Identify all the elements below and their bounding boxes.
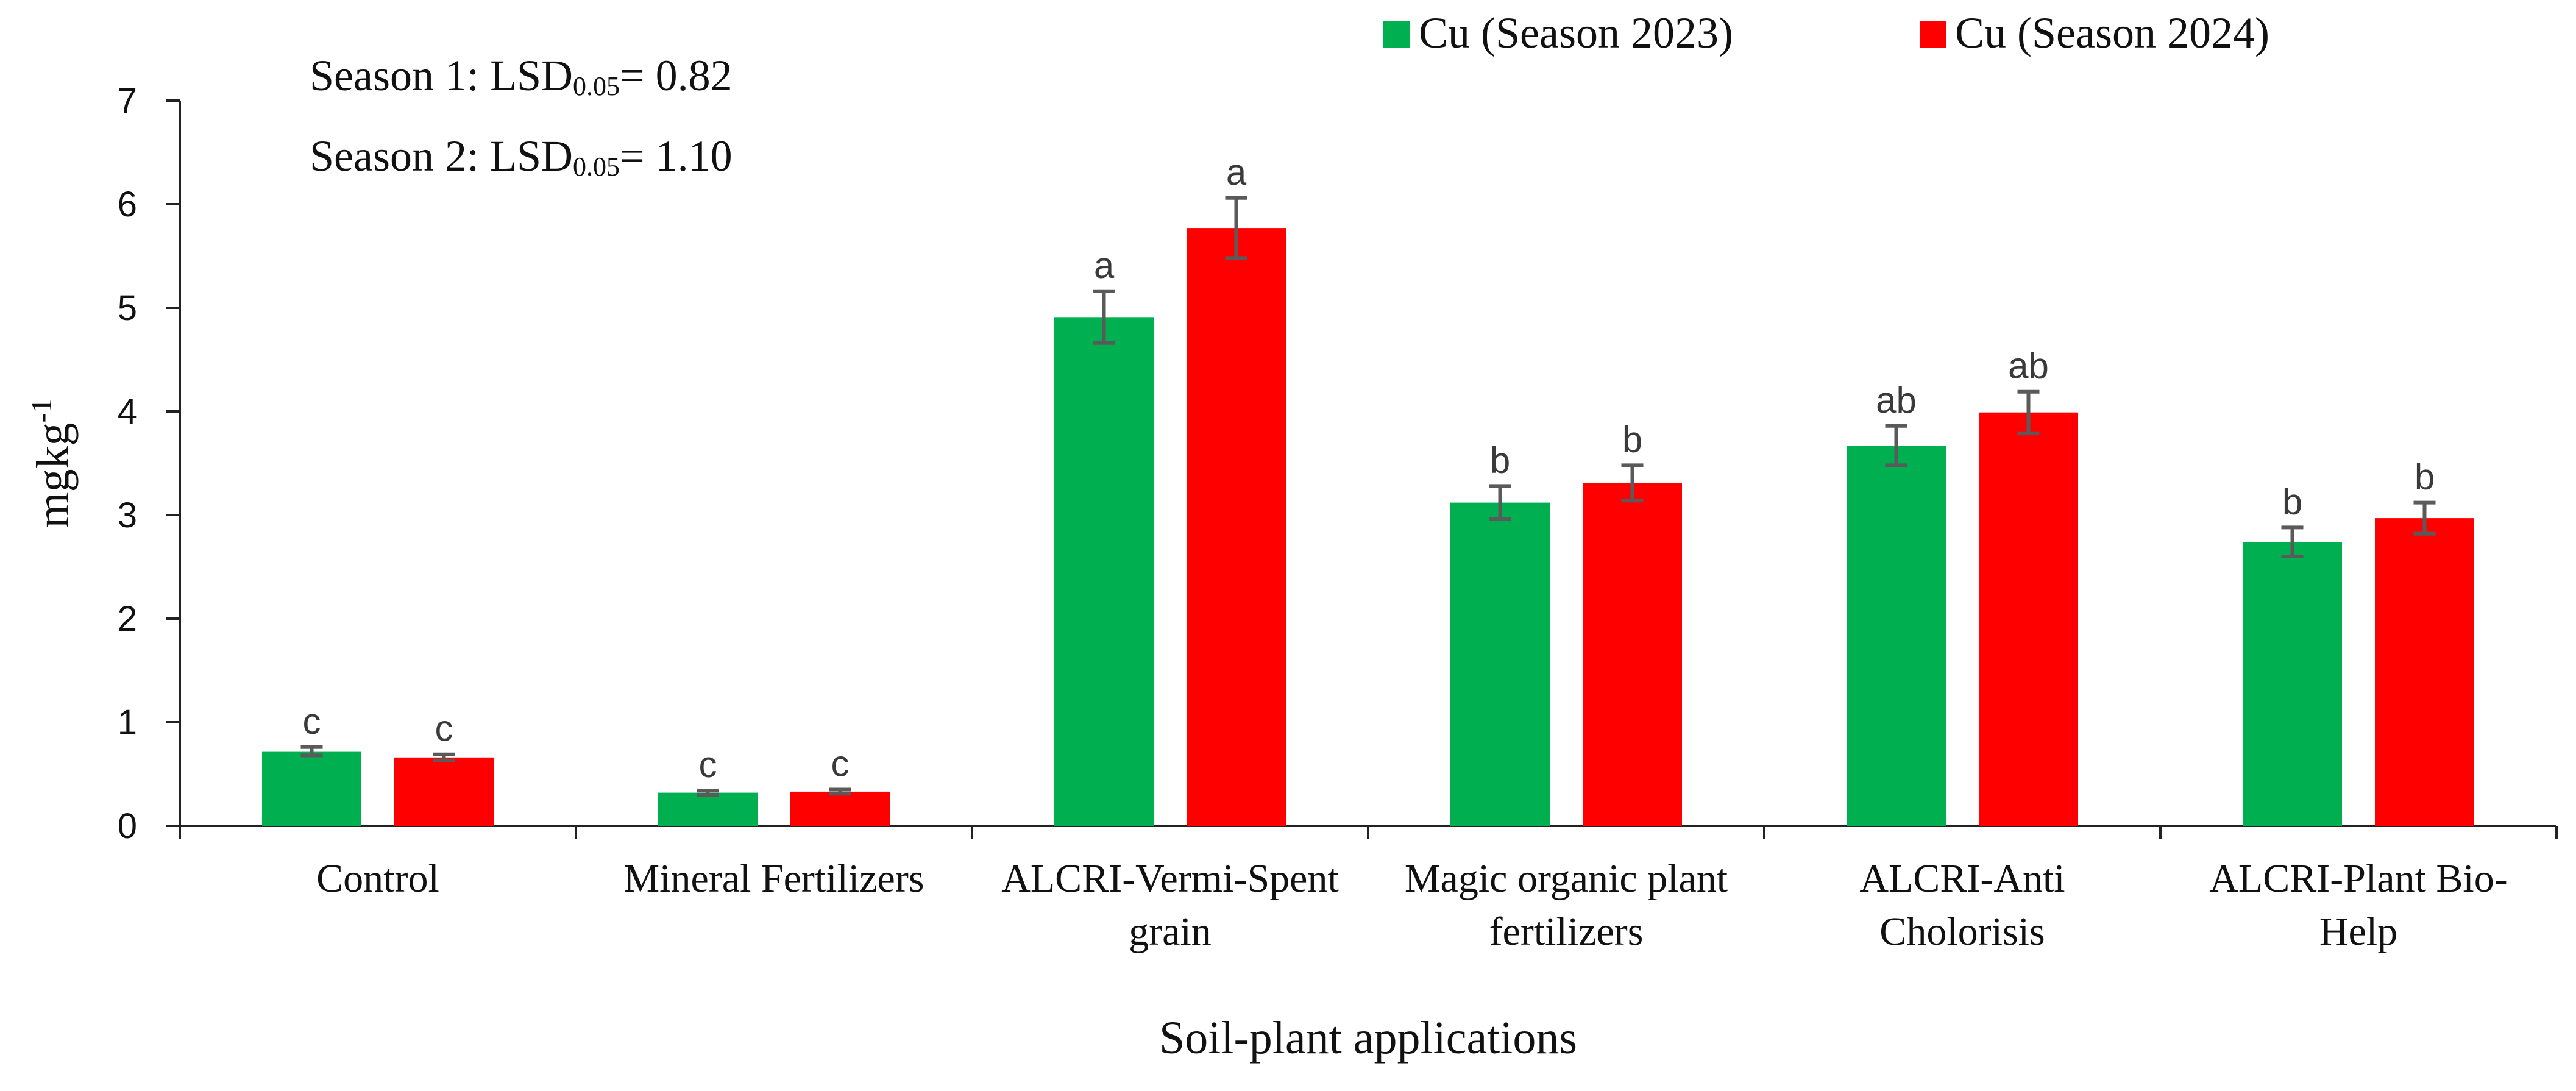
bar[interactable] (1187, 228, 1286, 826)
legend-swatch (1383, 21, 1410, 48)
lsd-subscript: 0.05 (573, 71, 620, 101)
significance-letter: b (1622, 419, 1642, 460)
axis-labels: Control Mineral Fertilizers ALCRI-Vermi-Sp… (26, 398, 2508, 1064)
bar[interactable] (394, 757, 494, 826)
x-tick-label: fertilizers (1489, 909, 1644, 954)
lsd-value: = 1.10 (620, 132, 733, 180)
y-axis-title-unit: mgkg (27, 422, 79, 528)
x-tick-label: ALCRI-Anti (1859, 856, 2065, 901)
x-tick-label: Magic organic plant (1405, 856, 1728, 901)
x-tick-label: Help (2319, 909, 2397, 954)
significance-letter: ab (2008, 346, 2049, 386)
significance-letter: b (1490, 439, 1510, 480)
y-tick-label: 2 (118, 599, 137, 639)
y-tick-label: 4 (118, 392, 137, 432)
significance-letter: ab (1876, 380, 1917, 421)
bar[interactable] (1979, 412, 2078, 826)
y-tick-label: 5 (118, 288, 137, 328)
x-tick-label: grain (1129, 909, 1212, 954)
lsd-prefix: Season 1: LSD (310, 51, 573, 100)
bar[interactable] (1847, 446, 1946, 826)
y-tick-label: 0 (118, 806, 137, 846)
lsd-annotation: Season 2: LSD0.05= 1.10 (310, 132, 733, 182)
significance-letter: a (1226, 152, 1247, 193)
x-tick-label: Mineral Fertilizers (623, 856, 924, 901)
x-axis-title: Soil-plant applications (1159, 1012, 1577, 1064)
y-tick-label: 3 (118, 496, 137, 535)
legend-label: Cu (Season 2024) (1955, 9, 2269, 57)
significance-letter: c (831, 744, 850, 784)
y-tick-label: 6 (118, 185, 137, 224)
x-tick-label: ALCRI-Vermi-Spent (1001, 856, 1339, 901)
bar[interactable] (1054, 317, 1154, 826)
significance-letter: c (699, 744, 717, 785)
bar[interactable] (2375, 518, 2474, 826)
bar[interactable] (790, 791, 890, 826)
significance-letter: c (303, 701, 321, 742)
bar[interactable] (1450, 502, 1550, 826)
lsd-prefix: Season 2: LSD (310, 132, 573, 180)
bar[interactable] (1583, 483, 1682, 826)
y-axis-title-superscript: -1 (26, 398, 58, 422)
legend-label: Cu (Season 2023) (1419, 9, 1733, 57)
significance-letter: b (2415, 457, 2435, 497)
x-tick-label: Cholorisis (1879, 909, 2045, 954)
x-tick-label: ALCRI-Plant Bio- (2209, 856, 2508, 901)
lsd-value: = 0.82 (620, 51, 733, 100)
y-tick-label: 1 (118, 703, 137, 742)
legend: Cu (Season 2023) Cu (Season 2024) (1383, 9, 2269, 57)
bar[interactable] (658, 792, 758, 826)
bar[interactable] (2243, 542, 2342, 826)
axes: 0 1 2 3 4 5 6 7 (118, 81, 2558, 846)
legend-swatch (1920, 21, 1946, 48)
y-tick-label: 7 (118, 81, 137, 121)
significance-letter: a (1094, 245, 1115, 286)
x-tick-label: Control (316, 856, 439, 901)
significance-letter: b (2282, 481, 2302, 522)
significance-letter: c (435, 708, 453, 749)
lsd-annotation: Season 1: LSD0.05= 0.82 (310, 51, 733, 101)
lsd-subscript: 0.05 (573, 152, 620, 182)
y-axis-title: mgkg-1 (26, 398, 79, 528)
bar[interactable] (262, 751, 361, 826)
